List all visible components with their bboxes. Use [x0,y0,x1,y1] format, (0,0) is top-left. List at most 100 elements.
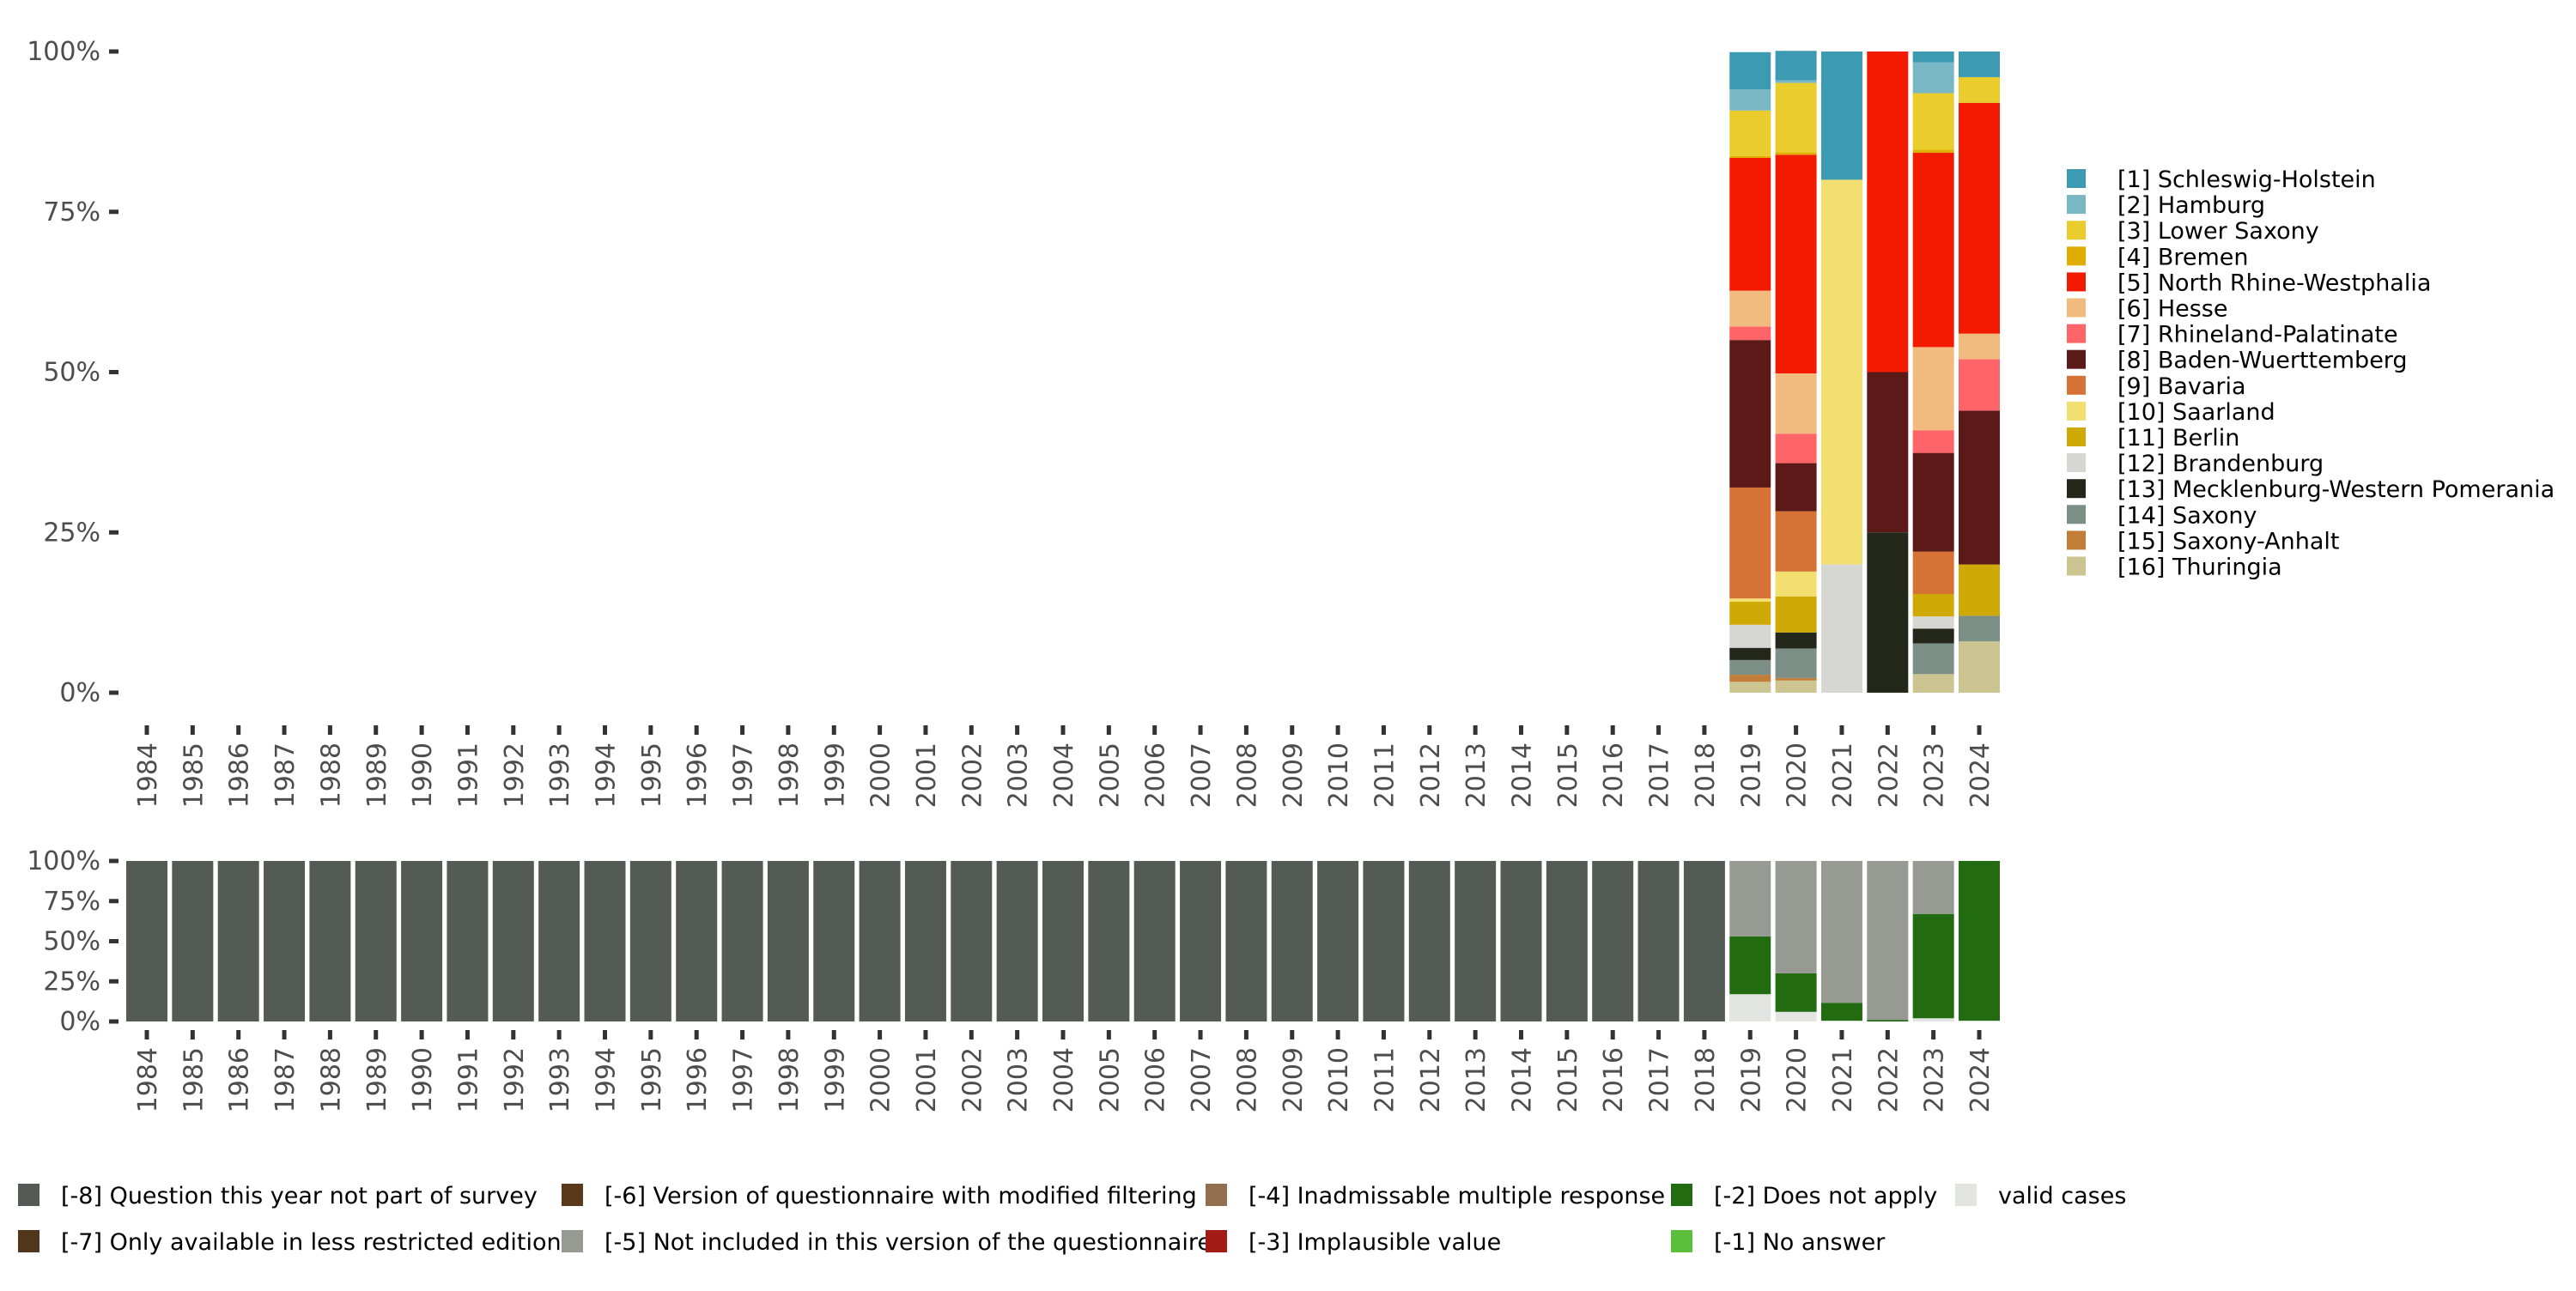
bottom-y-tick-mark [109,899,118,904]
top-x-tick-label: 2008 [1232,742,1262,808]
top-x-tick-label: 2023 [1920,742,1950,808]
bottom-x-tick-label: 1995 [637,1047,667,1112]
top-bar-segment [1775,648,1817,678]
bottom-bar-segment [767,861,809,1021]
top-x-tick-label: 1996 [683,742,713,808]
top-bar-segment [1959,410,2000,565]
bottom-x-tick-mark [556,1030,562,1039]
bottom-bar-segment [1820,861,1862,1003]
top-y-tick-label: 50% [43,358,100,388]
bottom-bar-segment [1042,861,1084,1021]
top-x-tick-mark [831,725,836,735]
bottom-bar-segment [1271,861,1313,1021]
top-bar-segment [1775,152,1817,155]
legend-key-swatch [2067,272,2086,292]
bottom-x-tick-mark [1885,1030,1890,1039]
bottom-x-axis: 1984 1985 1986 1987 1988 1989 1990 1991 1992 1993… [133,1030,1996,1112]
top-x-tick-mark [1610,725,1615,735]
top-x-tick-mark [786,725,791,735]
top-y-tick-mark [109,370,118,374]
bottom-bar-segment [1775,1011,1817,1021]
top-x-tick-mark [969,725,974,735]
bottom-x-tick-label: 2008 [1232,1047,1262,1112]
top-x-tick-label: 1987 [270,742,301,808]
bottom-x-tick-mark [1015,1030,1020,1039]
bottom-y-tick-label: 50% [43,927,100,957]
top-bar-segment [1775,571,1817,597]
bottom-x-tick-label: 2001 [912,1047,942,1112]
top-x-tick-label: 2011 [1370,742,1400,808]
legend-key-swatch [2067,221,2086,240]
bottom-y-tick-label: 25% [43,967,100,997]
bottom-x-tick-mark [1243,1030,1249,1039]
top-x-tick-label: 1992 [500,742,530,808]
bottom-x-tick-label: 2021 [1828,1047,1858,1112]
top-x-tick-mark [1198,725,1203,735]
bottom-bar-segment [676,861,718,1021]
bottom-bar-segment [996,861,1038,1021]
top-x-tick-label: 2022 [1874,742,1904,808]
bottom-x-tick-mark [740,1030,745,1039]
top-x-tick-label: 1994 [592,742,622,808]
top-bar-segment [1912,347,1954,431]
bottom-x-tick-mark [1198,1030,1203,1039]
top-bar-segment [1867,532,1909,693]
bottom-x-tick-label: 2002 [957,1047,987,1112]
bottom-x-tick-label: 1987 [270,1047,301,1112]
top-x-tick-mark [1839,725,1844,735]
legend-label: [3] Lower Saxony [2117,218,2319,245]
bottom-bar-segment [538,861,580,1021]
top-x-tick-label: 2000 [866,742,896,808]
top-bar-segment [1775,511,1817,572]
top-bar-segment [1775,596,1817,633]
top-bar-segment [1729,290,1771,327]
top-x-tick-mark [236,725,241,735]
bottom-x-tick-label: 1994 [592,1047,622,1112]
bottom-bar-segment [1959,861,2000,1021]
top-x-tick-mark [878,725,883,735]
legend-key-swatch [1671,1184,1692,1206]
top-bar-segment [1729,89,1771,111]
bottom-x-tick-label: 2014 [1508,1047,1538,1112]
legend-label: [1] Schleswig-Holstein [2117,167,2376,193]
top-chart-state-distribution: 0% 25% 50% 75% 100% 1984 1985 1986 1987 1988 1989… [27,37,2555,808]
bottom-bar-segment [1637,861,1680,1021]
bottom-x-tick-label: 2022 [1874,1047,1904,1112]
top-x-tick-mark [1519,725,1523,735]
top-y-tick-label: 25% [43,518,100,548]
top-bar-segment [1912,674,1954,693]
bottom-x-tick-label: 2017 [1645,1047,1675,1112]
bottom-bar-segment [1133,861,1176,1021]
bottom-x-tick-mark [923,1030,928,1039]
bottom-bar-segment [1867,1020,1909,1021]
bottom-x-tick-label: 1988 [316,1047,346,1112]
top-x-tick-mark [1885,725,1890,735]
top-bar-segment [1912,593,1954,617]
top-bar-segment [1912,93,1954,150]
legend-label: [8] Baden-Wuerttemberg [2117,348,2408,374]
legend-key-swatch [562,1230,583,1252]
legend-key-swatch [1206,1230,1227,1252]
bottom-x-tick-label: 2003 [1004,1047,1034,1112]
bottom-x-tick-mark [1839,1030,1844,1039]
bottom-x-tick-label: 1985 [179,1047,209,1112]
top-x-tick-label: 2007 [1187,742,1217,808]
top-x-tick-mark [144,725,149,735]
legend-key-swatch [2067,556,2086,576]
bottom-x-tick-label: 1996 [683,1047,713,1112]
top-bar-segment [1729,155,1771,159]
top-y-tick-mark [109,530,118,535]
bottom-bar-segment [355,861,397,1021]
bottom-bar-segment [1317,861,1359,1021]
top-x-tick-mark [1473,725,1478,735]
top-x-tick-mark [465,725,470,735]
top-x-tick-mark [923,725,928,735]
legend-key-swatch [2067,479,2086,499]
top-x-tick-mark [556,725,562,735]
legend-key-swatch [18,1184,39,1206]
bottom-x-tick-mark [1519,1030,1523,1039]
top-bar-segment [1775,632,1817,649]
top-x-tick-label: 1990 [408,742,438,808]
